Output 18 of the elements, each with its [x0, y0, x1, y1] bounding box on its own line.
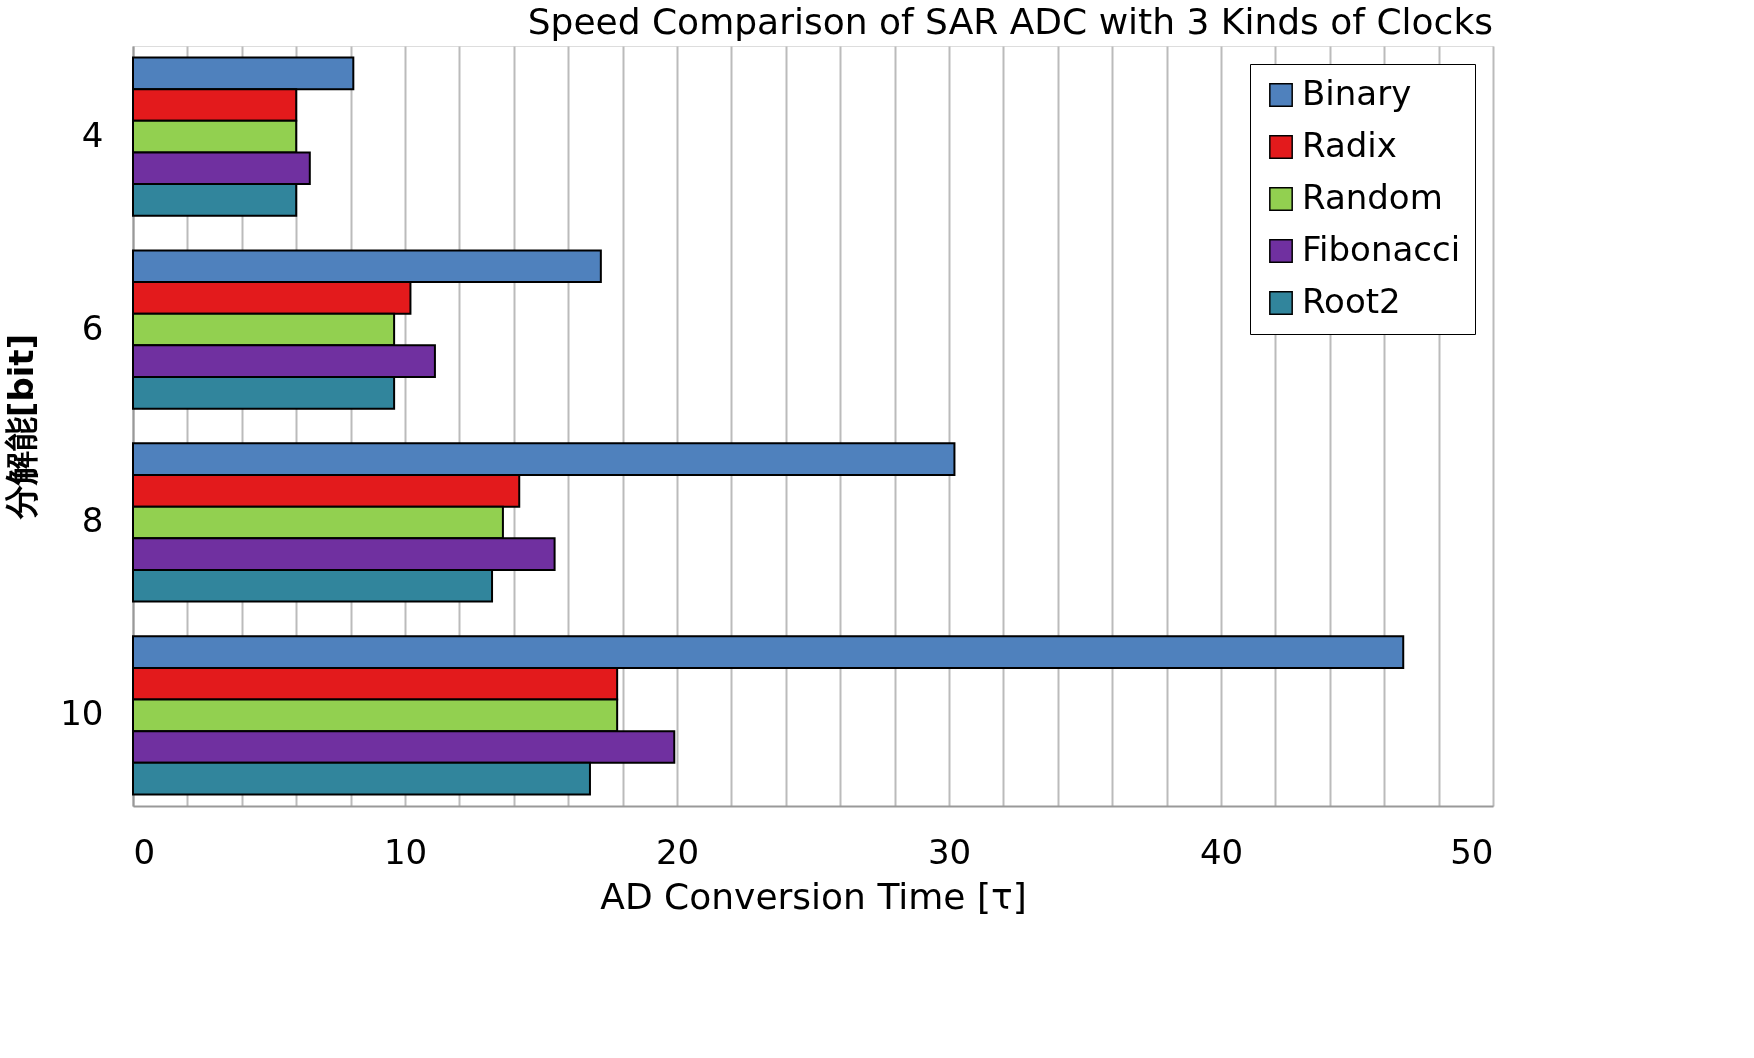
x-tick-label: 10	[383, 831, 428, 872]
x-tick-label: 50	[1450, 831, 1494, 872]
y-tick-label: 6	[81, 307, 104, 348]
y-axis-title: 分解能[bit]	[1, 333, 42, 521]
legend-label: Random	[1302, 177, 1443, 217]
y-tick-label: 4	[81, 114, 104, 155]
legend-label: Radix	[1302, 125, 1397, 165]
chart-title: Speed Comparison of SAR ADC with 3 Kinds of Clocks	[527, 1, 1493, 42]
legend-label: Root2	[1302, 281, 1401, 321]
x-tick-label: 20	[655, 831, 700, 872]
x-tick-label: 40	[1199, 831, 1244, 872]
x-tick-label: 30	[927, 831, 972, 872]
legend-label: Fibonacci	[1302, 229, 1461, 269]
y-tick-label: 8	[81, 500, 104, 541]
y-tick-label: 10	[60, 693, 104, 734]
legend-label: Binary	[1302, 73, 1412, 113]
x-tick-label: 0	[133, 831, 156, 872]
x-axis-title: AD Conversion Time [τ]	[600, 875, 1027, 917]
